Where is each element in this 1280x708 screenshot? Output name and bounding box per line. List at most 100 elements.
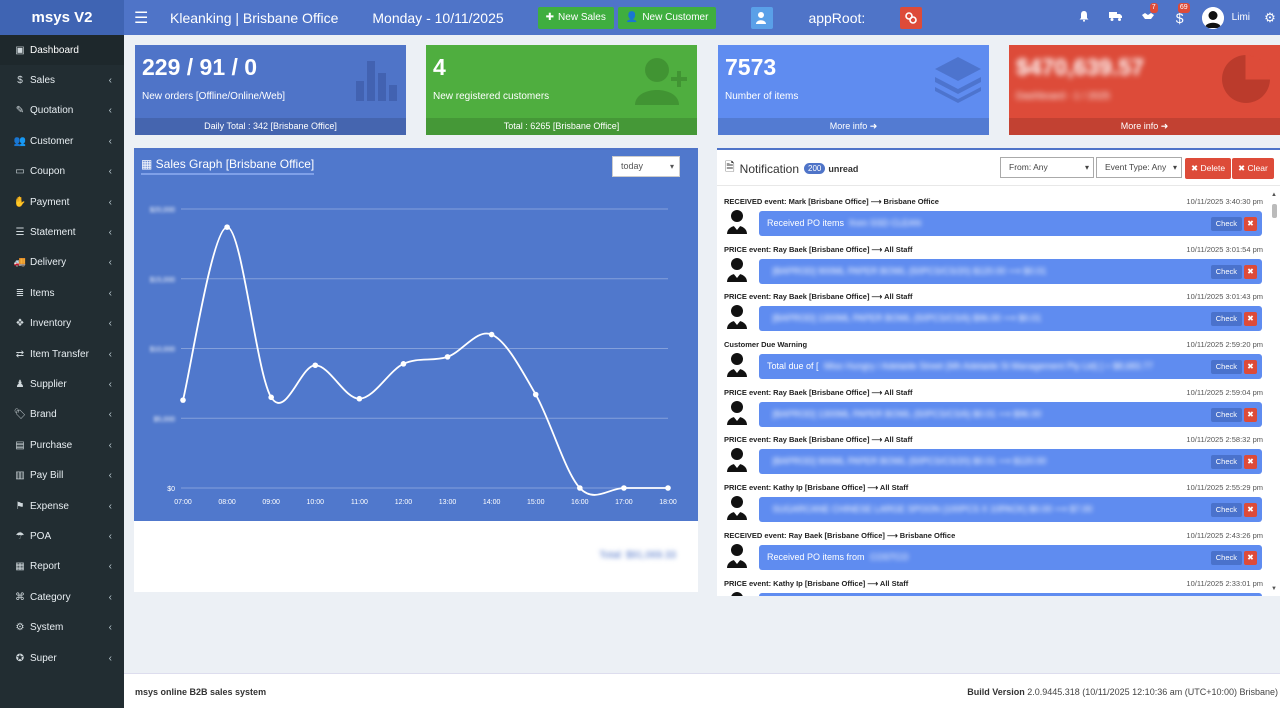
sidebar-item-quotation[interactable]: ✎ Quotation ‹ [0, 96, 124, 126]
gears-icon[interactable]: ⚙ [1264, 9, 1276, 25]
chevron-left-icon: ‹ [108, 287, 112, 299]
data-point[interactable] [577, 485, 583, 491]
chevron-left-icon: ‹ [108, 409, 112, 421]
check-button[interactable]: Check [1210, 503, 1242, 518]
customers-box: 4 New registered customers Total : 6265 … [426, 45, 697, 135]
notification-scrollbar[interactable]: ▲ ▼ [1271, 192, 1278, 592]
notification-item: PRICE event: Kathy Ip [Brisbane Office] … [717, 574, 1269, 596]
sidebar-item-supplier[interactable]: ♟ Supplier ‹ [0, 369, 124, 399]
notification-message[interactable]: Received PO items from SSD CLEAN Check ✖ [759, 211, 1262, 236]
notification-list[interactable]: RECEIVED event: Mark [Brisbane Office] ⟶… [717, 192, 1269, 596]
notification-detail: from SSD CLEAN [849, 218, 922, 228]
sidebar-item-expense[interactable]: ⚑ Expense ‹ [0, 491, 124, 521]
new-customer-button[interactable]: 👤 New Customer [617, 6, 717, 29]
chevron-left-icon: ‹ [108, 378, 112, 390]
notification-event: PRICE event: Ray Baek [Brisbane Office] … [724, 435, 913, 445]
graph-range-select[interactable]: today ▾ [612, 156, 680, 177]
data-point[interactable] [621, 485, 627, 491]
handshake-icon[interactable]: 7 [1132, 3, 1164, 25]
check-button[interactable]: Check [1210, 264, 1242, 279]
user-avatar[interactable] [1201, 6, 1224, 29]
sidebar-item-sales[interactable]: $ Sales ‹ [0, 65, 124, 95]
sidebar-item-dashboard[interactable]: ▣ Dashboard [0, 35, 124, 66]
data-point[interactable] [532, 391, 539, 398]
bell-icon[interactable] [1068, 10, 1100, 25]
sidebar-item-label: Delivery [30, 257, 67, 269]
sidebar-item-system[interactable]: ⚙ System ‹ [0, 612, 124, 642]
sidebar-item-poa[interactable]: ☂ POA ‹ [0, 521, 124, 551]
data-point[interactable] [268, 394, 274, 401]
notification-message[interactable]: Received PO items from COSTCO Check ✖ [759, 544, 1262, 570]
data-point[interactable] [224, 224, 230, 230]
new-sales-button[interactable]: ✚ New Sales [537, 6, 614, 29]
check-button[interactable]: Check [1210, 407, 1242, 422]
check-button[interactable]: Check [1210, 217, 1242, 231]
dollar-icon[interactable]: $ 69 [1175, 2, 1190, 26]
notification-message[interactable]: [BAPROD] 900ML PAPER BOWL (50PCS/CS/20) … [759, 258, 1262, 284]
notification-message[interactable]: [BAPROD] 900ML PAPER BOWL (50PCS/CS/20) … [759, 449, 1262, 475]
truck-icon[interactable] [1100, 10, 1132, 25]
check-button[interactable]: Check [1210, 360, 1242, 375]
sidebar-item-item-transfer[interactable]: ⇄ Item Transfer ‹ [0, 339, 124, 369]
items-more-info[interactable]: More info ➜ [718, 118, 989, 135]
sidebar-item-label: System [30, 622, 64, 634]
sidebar-item-super[interactable]: ✪ Super ‹ [0, 643, 124, 673]
sidebar-toggle-icon[interactable]: ☰ [134, 9, 149, 27]
scrollbar-thumb[interactable] [1272, 204, 1277, 218]
close-icon[interactable]: ✖ [1244, 360, 1257, 375]
brand-logo[interactable]: msys V2 [0, 0, 124, 35]
notification-message[interactable]: [BAPROD] 1300ML PAPER BOWL (50PCS/CS/6) … [759, 306, 1262, 332]
user-name[interactable]: Limi [1231, 12, 1250, 23]
link-icon[interactable] [900, 6, 923, 29]
orders-footer[interactable]: Daily Total : 342 [Brisbane Office] [135, 118, 406, 135]
data-point[interactable] [488, 331, 495, 338]
notification-message[interactable]: Check ✖ [759, 592, 1262, 596]
close-icon[interactable]: ✖ [1244, 264, 1257, 279]
sidebar-item-brand[interactable]: 🏷 Brand ‹ [0, 400, 124, 430]
notification-message[interactable]: Total due of [ Miso Hungry / Adelaide St… [759, 354, 1262, 380]
app-user-icon[interactable] [751, 6, 774, 29]
close-icon[interactable]: ✖ [1244, 503, 1257, 518]
data-point[interactable] [180, 397, 186, 403]
sidebar-item-inventory[interactable]: ❖ Inventory ‹ [0, 309, 124, 339]
close-icon[interactable]: ✖ [1244, 312, 1257, 327]
delete-button[interactable]: ✖ Delete [1185, 158, 1232, 179]
scroll-up-icon[interactable]: ▲ [1271, 192, 1277, 198]
layers-icon [935, 57, 981, 103]
data-point[interactable] [665, 485, 671, 491]
sidebar-item-statement[interactable]: ☰ Statement ‹ [0, 217, 124, 247]
sidebar-item-customer[interactable]: 👥 Customer ‹ [0, 126, 124, 156]
data-point[interactable] [356, 395, 363, 402]
sidebar-item-label: Pay Bill [30, 470, 64, 482]
scroll-down-icon[interactable]: ▼ [1271, 586, 1277, 592]
data-point[interactable] [444, 354, 451, 360]
sidebar-item-delivery[interactable]: 🚚 Delivery ‹ [0, 248, 124, 278]
notification-message[interactable]: [BAPROD] 1300ML PAPER BOWL (50PCS/CS/6) … [759, 401, 1262, 427]
clear-button[interactable]: ✖ Clear [1232, 158, 1274, 179]
check-button[interactable]: Check [1210, 312, 1242, 327]
close-icon[interactable]: ✖ [1244, 407, 1257, 422]
sidebar-item-category[interactable]: ⌘ Category ‹ [0, 582, 124, 612]
sidebar-item-items[interactable]: ≣ Items ‹ [0, 278, 124, 308]
event-type-select[interactable]: Event Type: Any ▾ [1096, 157, 1182, 178]
data-point[interactable] [400, 361, 407, 367]
sidebar-item-label: Dashboard [30, 44, 79, 56]
close-icon[interactable]: ✖ [1244, 455, 1257, 470]
dollar-icon: $ [17, 75, 23, 87]
check-button[interactable]: Check [1210, 550, 1242, 565]
sidebar-item-payment[interactable]: ✋ Payment ‹ [0, 187, 124, 217]
from-filter-select[interactable]: From: Any ▾ [1000, 157, 1094, 178]
sidebar-item-pay-bill[interactable]: ▥ Pay Bill ‹ [0, 460, 124, 490]
times-icon: ✖ [1238, 163, 1248, 173]
sidebar-item-coupon[interactable]: ▭ Coupon ‹ [0, 157, 124, 187]
data-point[interactable] [312, 362, 319, 369]
check-button[interactable]: Check [1210, 455, 1242, 470]
sidebar-item-purchase[interactable]: ▤ Purchase ‹ [0, 430, 124, 460]
close-icon[interactable]: ✖ [1244, 550, 1257, 565]
sidebar-item-report[interactable]: ▦ Report ‹ [0, 552, 124, 582]
revenue-more-info[interactable]: More info ➜ [1009, 118, 1280, 135]
notification-message[interactable]: SUGARCANE CHINESE LARGE SPOON (100PCS X … [759, 497, 1262, 523]
customers-footer[interactable]: Total : 6265 [Brisbane Office] [426, 118, 697, 135]
close-icon[interactable]: ✖ [1244, 217, 1257, 231]
user-avatar-icon [727, 257, 747, 282]
